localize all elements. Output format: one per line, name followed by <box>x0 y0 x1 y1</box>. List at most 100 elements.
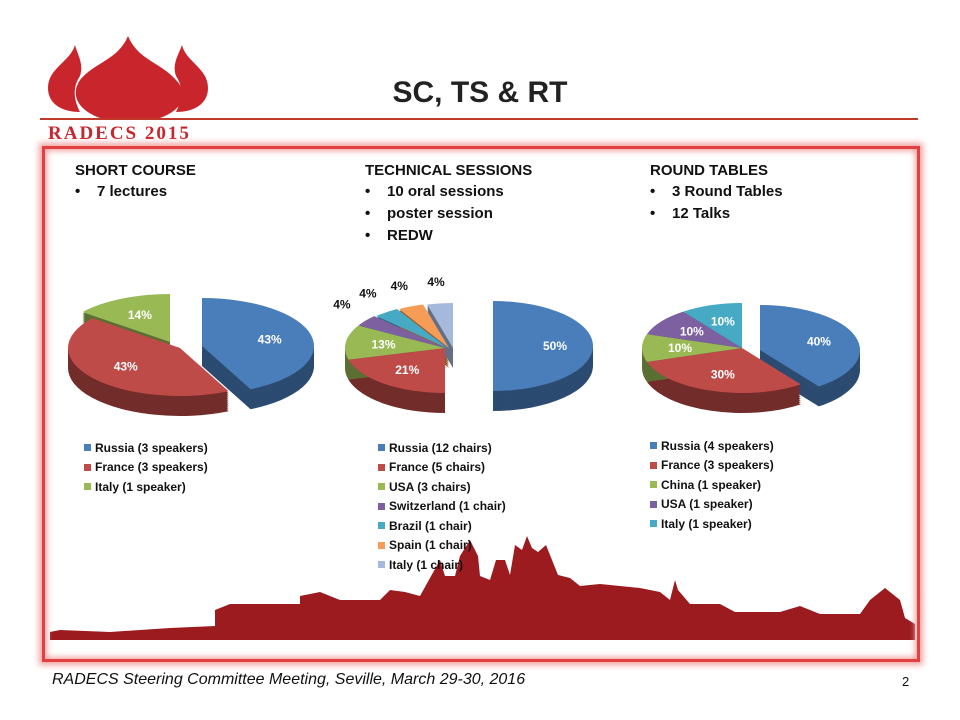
column-heading: ROUND TABLES <box>650 162 769 179</box>
legend-swatch <box>378 502 385 510</box>
legend-swatch <box>650 481 657 489</box>
data-label: 14% <box>128 308 152 322</box>
legend-entry: Russia (12 chairs) <box>378 438 506 458</box>
legend-entry: USA (3 chairs) <box>378 477 506 497</box>
chart-legend: Russia (4 speakers) France (3 speakers) Ch… <box>650 436 774 534</box>
bullet: poster session <box>365 205 532 222</box>
legend-label: Italy (1 speaker) <box>661 516 752 531</box>
data-label: 4% <box>427 275 445 289</box>
legend-label: Russia (4 speakers) <box>661 438 774 453</box>
pie-slice <box>82 294 170 342</box>
radecs-logo: RADECS 2015 <box>48 36 208 144</box>
legend-label: Russia (12 chairs) <box>389 440 492 455</box>
bullet: 12 Talks <box>650 205 783 222</box>
legend-label: Italy (1 chair) <box>389 557 464 572</box>
data-label: 10% <box>668 341 692 355</box>
pie-slice <box>683 303 742 348</box>
data-label: 4% <box>391 279 409 293</box>
moscow-skyline <box>50 536 915 640</box>
short-course-column: SHORT COURSE 7 lectures <box>75 162 196 205</box>
legend-entry: Russia (3 speakers) <box>84 438 208 458</box>
pie-slice <box>646 348 801 394</box>
legend-swatch <box>378 444 385 452</box>
pie-slice <box>348 348 445 393</box>
data-label: 40% <box>807 334 831 348</box>
legend-swatch <box>378 561 385 569</box>
technical-sessions-column: TECHNICAL SESSIONS 10 oral sessions post… <box>365 162 532 249</box>
data-label: 43% <box>258 332 282 346</box>
pie-slice <box>68 318 229 396</box>
legend-entry: Italy (1 speaker) <box>84 477 208 497</box>
legend-entry: France (5 chairs) <box>378 458 506 478</box>
pie-slice <box>376 309 447 348</box>
legend-label: China (1 speaker) <box>661 477 762 492</box>
legend-label: USA (1 speaker) <box>661 497 753 512</box>
column-heading: SHORT COURSE <box>75 162 196 179</box>
bullet: REDW <box>365 227 532 244</box>
legend-swatch <box>378 541 385 549</box>
chart-legend: Russia (12 chairs) France (5 chairs) USA (… <box>378 438 506 575</box>
data-label: 4% <box>359 287 377 301</box>
legend-swatch <box>650 442 657 450</box>
pie-slice <box>399 304 449 348</box>
legend-entry: Brazil (1 chair) <box>378 516 506 536</box>
page-title: SC, TS & RT <box>392 76 568 109</box>
pie-slice <box>202 298 315 390</box>
legend-swatch <box>650 500 657 508</box>
legend-entry: France (3 speakers) <box>84 458 208 478</box>
legend-entry: Switzerland (1 chair) <box>378 497 506 517</box>
data-label: 21% <box>395 363 419 377</box>
legend-entry: France (3 speakers) <box>650 456 774 476</box>
legend-label: Italy (1 speaker) <box>95 479 186 494</box>
pie-slice <box>641 334 742 362</box>
legend-label: France (3 speakers) <box>95 460 208 475</box>
legend-swatch <box>650 520 657 528</box>
data-label: 4% <box>333 297 351 311</box>
legend-entry: China (1 speaker) <box>650 475 774 495</box>
title-divider <box>40 118 918 120</box>
pie-slice <box>345 325 445 360</box>
column-heading: TECHNICAL SESSIONS <box>365 162 533 179</box>
legend-entry: Italy (1 speaker) <box>650 514 774 534</box>
pie-slice <box>646 311 742 348</box>
round-tables-column: ROUND TABLES 3 Round Tables 12 Talks <box>650 162 783 227</box>
pie-slice <box>358 316 445 348</box>
legend-swatch <box>84 444 91 452</box>
legend-swatch <box>378 483 385 491</box>
legend-label: Brazil (1 chair) <box>389 518 472 533</box>
legend-label: Russia (3 speakers) <box>95 440 208 455</box>
page-number: 2 <box>902 674 910 689</box>
data-label: 10% <box>680 325 704 339</box>
pie-slice <box>493 301 593 391</box>
legend-label: France (5 chairs) <box>389 460 486 475</box>
footer-text: RADECS Steering Committee Meeting, Sevil… <box>52 671 526 688</box>
legend-label: Switzerland (1 chair) <box>389 499 506 514</box>
bullet: 7 lectures <box>75 183 196 200</box>
svg-text:RADECS 2015: RADECS 2015 <box>48 123 191 144</box>
legend-label: France (3 speakers) <box>661 458 774 473</box>
bullet: 10 oral sessions <box>365 183 532 200</box>
legend-entry: USA (1 speaker) <box>650 495 774 515</box>
data-label: 43% <box>114 360 138 374</box>
pie-slice <box>427 303 453 348</box>
data-label: 13% <box>372 337 396 351</box>
legend-entry: Spain (1 chair) <box>378 536 506 556</box>
data-label: 10% <box>711 314 735 328</box>
legend-swatch <box>650 461 657 469</box>
data-label: 50% <box>543 339 567 353</box>
chart-legend: Russia (3 speakers) France (3 speakers) It… <box>84 438 208 497</box>
legend-swatch <box>84 463 91 471</box>
legend-label: Spain (1 chair) <box>389 538 472 553</box>
legend-label: USA (3 chairs) <box>389 479 471 494</box>
content-frame <box>42 146 920 662</box>
bullet: 3 Round Tables <box>650 183 783 200</box>
legend-swatch <box>84 483 91 491</box>
legend-swatch <box>378 522 385 530</box>
legend-swatch <box>378 463 385 471</box>
legend-entry: Italy (1 chair) <box>378 555 506 575</box>
legend-entry: Russia (4 speakers) <box>650 436 774 456</box>
pie-slice <box>760 305 860 387</box>
